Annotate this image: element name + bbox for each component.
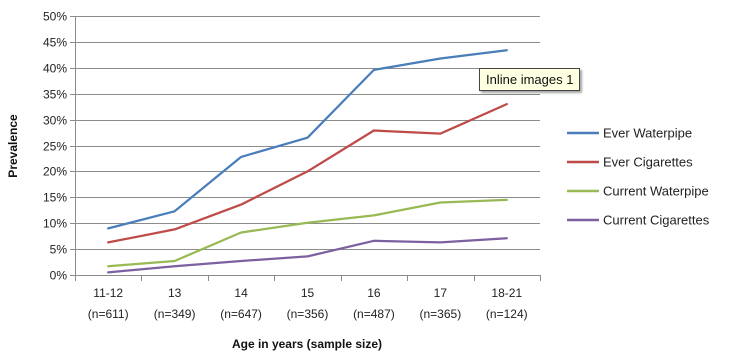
series-lines bbox=[107, 49, 508, 274]
y-tick-label: 5% bbox=[50, 243, 68, 257]
y-axis-title: Prevalence bbox=[6, 114, 20, 178]
tooltip: Inline images 1 bbox=[479, 68, 581, 91]
legend-label: Ever Cigarettes bbox=[603, 155, 693, 170]
legend-label: Ever Waterpipe bbox=[603, 126, 692, 141]
x-axis-title: Age in years (sample size) bbox=[232, 337, 382, 351]
x-tick-label: 13 (n=349) bbox=[154, 286, 196, 321]
x-tick-label: 17 (n=365) bbox=[420, 286, 462, 321]
y-tick-label: 0% bbox=[50, 269, 68, 283]
legend-label: Current Waterpipe bbox=[603, 184, 709, 199]
series-line bbox=[107, 102, 508, 244]
series-line bbox=[107, 49, 508, 230]
x-tick-label: 11-12 (n=611) bbox=[88, 286, 129, 321]
x-tick-label: 18-21 (n=124) bbox=[486, 286, 528, 321]
legend: Ever Waterpipe Ever Cigarettes Current Wat… bbox=[567, 126, 710, 228]
x-tick-label: 16 (n=487) bbox=[353, 286, 395, 321]
gridlines bbox=[70, 16, 540, 276]
y-tick-label: 35% bbox=[43, 88, 67, 102]
y-tick-label: 20% bbox=[43, 165, 67, 179]
y-tick-label: 30% bbox=[43, 114, 67, 128]
y-tick-label: 40% bbox=[43, 62, 67, 76]
x-tick-label: 15 (n=356) bbox=[287, 286, 329, 321]
y-tick-label: 50% bbox=[43, 10, 67, 24]
axes bbox=[75, 16, 541, 281]
x-tick-label: 14 (n=647) bbox=[220, 286, 262, 321]
y-tick-labels: 0% 5% 10% 15% 20% 25% 30% 35% 40% 45% 50% bbox=[43, 10, 67, 283]
y-tick-label: 10% bbox=[43, 217, 67, 231]
series-line bbox=[107, 237, 508, 274]
y-tick-label: 25% bbox=[43, 140, 67, 154]
series-line bbox=[107, 198, 508, 268]
x-tick-labels: 11-12 (n=611) 13 (n=349) 14 (n=647) 15 (n=356) 1… bbox=[88, 286, 528, 321]
y-tick-label: 45% bbox=[43, 36, 67, 50]
y-tick-label: 15% bbox=[43, 191, 67, 205]
legend-label: Current Cigarettes bbox=[603, 213, 710, 228]
